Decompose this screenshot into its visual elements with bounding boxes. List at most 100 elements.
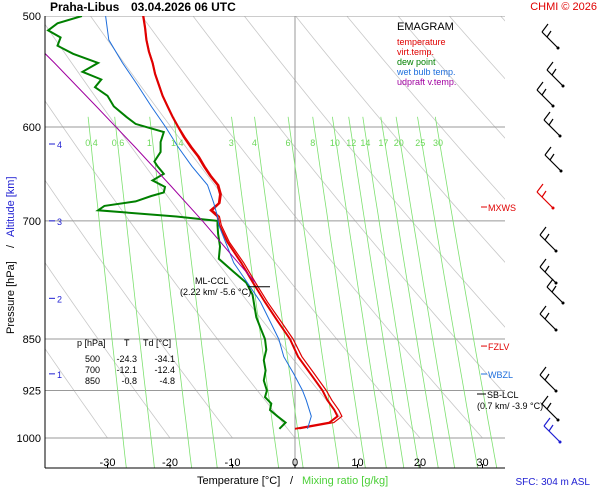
y-tick-label: 1000 (17, 433, 41, 445)
mixing-ratio-label: 10 (330, 138, 340, 148)
y-tick-label: 600 (23, 122, 41, 134)
table-cell: 500 (85, 354, 100, 364)
mixing-ratio-label: 20 (394, 138, 404, 148)
mixing-ratio-line (362, 116, 420, 468)
x-tick-label: 20 (414, 457, 426, 469)
wind-barb (539, 258, 558, 285)
mixing-ratio-line (380, 116, 439, 468)
annotation-detail: (0.7 km/ -3.9 °C) (477, 401, 543, 411)
ml-ccl-detail: (2.22 km/ -5.6 °C) (180, 287, 251, 297)
mixing-ratio-line (434, 116, 498, 468)
altitude-label: 1 (57, 370, 62, 380)
series-layer (45, 16, 343, 430)
table-cell: -12.4 (154, 365, 175, 375)
wind-barb (543, 417, 562, 444)
mixing-ratio-label: 0.6 (112, 138, 125, 148)
mixing-ratio-line (312, 116, 366, 468)
table-header-t: T (124, 338, 130, 348)
mixing-ratio-label: 17 (378, 138, 388, 148)
dry-adiabat (45, 262, 171, 439)
table-cell: 700 (85, 365, 100, 375)
mixing-ratio-line (348, 116, 405, 468)
mixing-ratio-label: 30 (433, 138, 443, 148)
wind-barb (543, 111, 562, 138)
ml-ccl-label: ML-CCL (195, 276, 229, 286)
sounding-datetime: 03.04.2026 06 UTC (131, 0, 236, 14)
wind-barb (539, 226, 558, 253)
dry-adiabat (346, 16, 505, 200)
wind-barb (546, 278, 565, 305)
table-header-p: p [hPa] (77, 338, 106, 348)
series-dew-point (46, 16, 288, 430)
mixing-ratio-label: 8 (310, 138, 315, 148)
mixing-ratio-label: 4 (252, 138, 257, 148)
mixing-ratio-label: 12 (346, 138, 356, 148)
y-tick-label: 700 (23, 216, 41, 228)
wind-barb (536, 81, 555, 108)
y-tick-label: 850 (23, 334, 41, 346)
x-axis-label-temperature: Temperature [°C] (197, 475, 280, 487)
mixing-ratio-label: 3 (229, 138, 234, 148)
dry-adiabat (141, 16, 483, 439)
mixing-ratio-label: 6 (286, 138, 291, 148)
x-tick-label: -20 (162, 457, 178, 469)
y-tick-label: 500 (23, 11, 41, 23)
mixing-ratio-line (254, 116, 304, 468)
dry-adiabat (529, 0, 600, 438)
mixing-ratio-line (114, 116, 155, 468)
table-cell: -4.8 (159, 376, 175, 386)
dry-adiabat (448, 16, 505, 80)
y-axis-label-sep: / (5, 244, 17, 248)
annotation-fzlv: FZLV (488, 342, 509, 352)
wind-barb (536, 183, 555, 210)
table-cell: -0.8 (121, 376, 137, 386)
wind-barb (546, 61, 565, 88)
mixing-ratio-label: 1 (147, 138, 152, 148)
table-header-td: Td [°C] (143, 338, 171, 348)
mixing-ratio-label: 14 (360, 138, 370, 148)
x-axis-label-mixing: Mixing ratio [g/kg] (302, 475, 388, 487)
dry-adiabat (295, 16, 505, 263)
legend-item-updraft: udpraft v.temp. (397, 77, 456, 87)
dry-adiabat (397, 16, 505, 139)
dry-adiabat (45, 23, 358, 439)
dry-adiabat (192, 16, 505, 395)
legend-title: EMAGRAM (397, 21, 454, 33)
mixing-ratio-label: 25 (415, 138, 425, 148)
annotations-layer: 0.4 0.6 1 1.4 3 4 6 8 10 12 14 17 20 25 30500600700850… (17, 11, 544, 469)
annotation-sb-lcl: SB-LCL (487, 390, 519, 400)
x-axis-label: Temperature [°C] / Mixing ratio [g/kg] (197, 475, 388, 487)
station-name: Praha-Libus (50, 0, 120, 14)
grid-layer (45, 0, 600, 468)
mixing-ratio-line (87, 116, 127, 468)
wind-barb (541, 395, 560, 422)
y-axis-label-altitude: Altitude [km] (5, 176, 17, 237)
legend: EMAGRAM temperature virt.temp. dew point… (396, 21, 456, 87)
summary-table: p [hPa] T Td [°C] 500 -24.3 -34.1 700 -1… (77, 338, 175, 386)
dry-adiabat (45, 347, 108, 439)
legend-item-wet-bulb: wet bulb temp. (396, 67, 456, 77)
mixing-ratio-line (417, 116, 478, 468)
table-cell: -34.1 (154, 354, 175, 364)
mixing-ratio-lines (87, 116, 498, 468)
surface-altitude: SFC: 304 m ASL (516, 477, 591, 488)
wind-barbs-layer (536, 23, 565, 444)
x-tick-label: -30 (100, 457, 116, 469)
annotation-wbzl: WBZL (488, 370, 513, 380)
series-udpraft-v-temp (45, 52, 256, 284)
mixing-ratio-line (395, 116, 455, 468)
y-axis-label: Pressure [hPa] / Altitude [km] (5, 176, 17, 334)
y-tick-label: 925 (23, 386, 41, 398)
altitude-label: 3 (57, 217, 62, 227)
table-cell: 850 (85, 376, 100, 386)
altitude-label: 4 (57, 140, 62, 150)
x-tick-label: 10 (351, 457, 363, 469)
series-virt-temp (143, 16, 343, 430)
mixing-ratio-line (173, 116, 218, 468)
mixing-ratio-line (149, 116, 192, 468)
copyright: CHMI © 2026 (530, 1, 597, 13)
x-tick-label: 0 (292, 457, 298, 469)
table-cell: -24.3 (116, 354, 137, 364)
wind-barb (539, 366, 558, 393)
